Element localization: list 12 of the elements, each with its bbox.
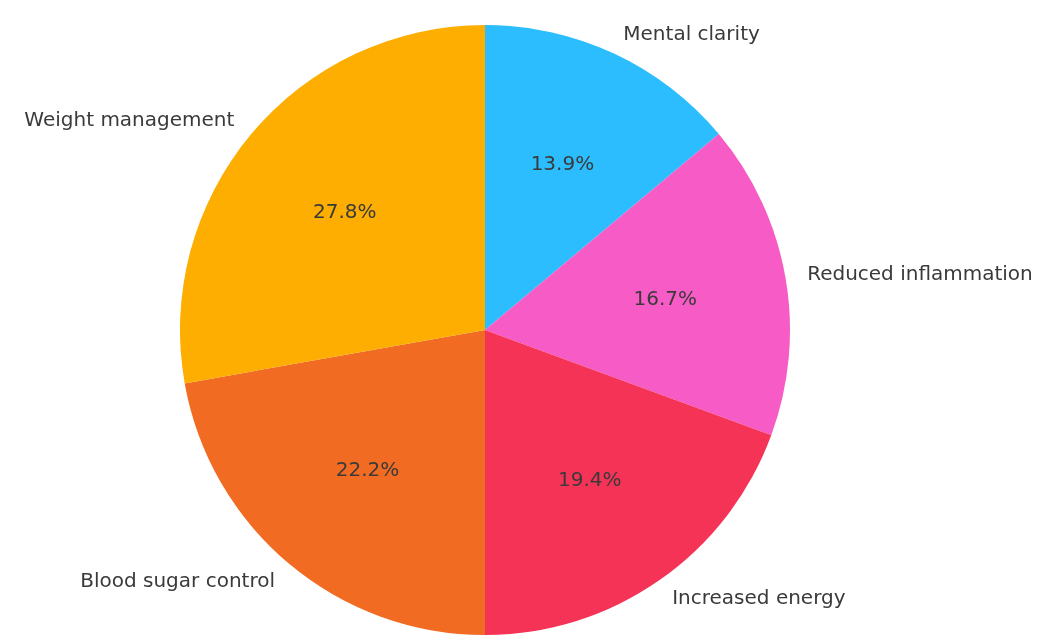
data-label: 16.7% (633, 285, 698, 310)
slice-label: Increased energy (672, 585, 846, 610)
data-label: 19.4% (557, 467, 622, 492)
data-label: 13.9% (530, 151, 595, 176)
slice-label: Mental clarity (623, 20, 760, 45)
pie-slice (485, 134, 790, 436)
slice-label: Blood sugar control (80, 567, 275, 592)
slice-label: Reduced inflammation (807, 260, 1033, 285)
slice-label: Weight management (24, 106, 235, 131)
data-label: 22.2% (335, 457, 400, 482)
pie-slice (485, 330, 772, 635)
data-label: 27.8% (312, 199, 377, 224)
